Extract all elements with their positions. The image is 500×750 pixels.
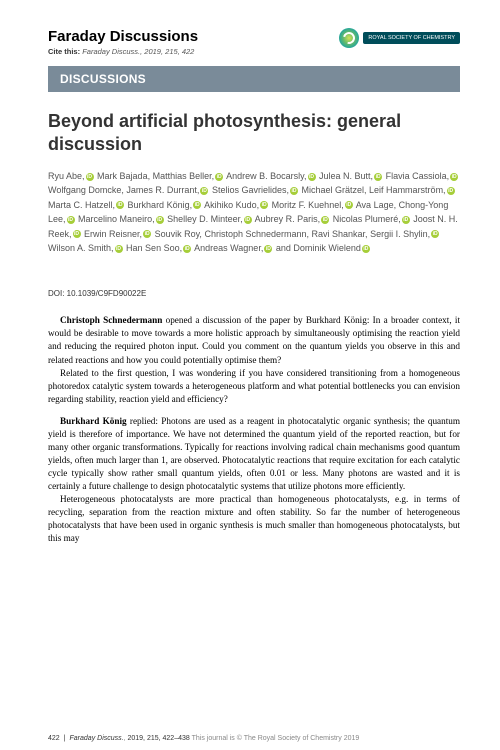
article-title: Beyond artificial photosynthesis: genera… [48,110,460,155]
author: Stelios Gavrielides, [212,185,289,195]
orcid-icon [116,201,124,209]
body-text: Christoph Schnedermann opened a discussi… [48,314,460,545]
author: Ryu Abe, [48,171,85,181]
orcid-icon [402,216,410,224]
orcid-icon [431,230,439,238]
page-footer: 422|Faraday Discuss., 2019, 215, 422–438… [0,735,500,742]
orcid-icon [73,230,81,238]
author: Andrew B. Bocarsly, [226,171,306,181]
author: Souvik Roy, [155,229,202,239]
author: Michael Grätzel, [302,185,367,195]
orcid-icon [183,245,191,253]
orcid-icon [244,216,252,224]
publisher-logo: ROYAL SOCIETY OF CHEMISTRY [339,28,460,48]
orcid-icon [308,173,316,181]
author: James R. Durrant, [126,185,199,195]
author: Andreas Wagner, [194,243,263,253]
orcid-icon [321,216,329,224]
orcid-icon [67,216,75,224]
author: Burkhard König, [128,200,193,210]
rsc-logo-text: ROYAL SOCIETY OF CHEMISTRY [363,32,460,44]
orcid-icon [143,230,151,238]
author: Ravi Shankar, [312,229,368,239]
author-list: Ryu Abe, Mark Bajada, Matthias Beller, A… [48,169,460,255]
orcid-icon [345,201,353,209]
author: Nicolas Plumeré, [333,214,401,224]
orcid-icon [156,216,164,224]
orcid-icon [362,245,370,253]
orcid-icon [374,173,382,181]
orcid-icon [447,187,455,195]
rsc-logo-icon [339,28,359,48]
author: Mark Bajada, [97,171,150,181]
doi: DOI: 10.1039/C9FD90022E [48,289,460,298]
author: Matthias Beller, [153,171,215,181]
author: Leif Hammarström, [369,185,446,195]
journal-title: Faraday Discussions [48,28,198,45]
cite-line: Cite this: Faraday Discuss., 2019, 215, … [48,47,198,56]
author: Shelley D. Minteer, [167,214,243,224]
author: Aubrey R. Paris, [255,214,321,224]
author: Erwin Reisner, [84,229,142,239]
orcid-icon [200,187,208,195]
orcid-icon [215,173,223,181]
orcid-icon [115,245,123,253]
author: Marta C. Hatzell, [48,200,115,210]
author: Sergii I. Shylin, [370,229,430,239]
orcid-icon [450,173,458,181]
author: Wilson A. Smith, [48,243,114,253]
author: Marcelino Maneiro, [78,214,155,224]
author: Moritz F. Kuehnel, [272,200,344,210]
author: Julea N. Butt, [319,171,373,181]
author: and Dominik Wielend [276,243,361,253]
author: Wolfgang Domcke, [48,185,124,195]
orcid-icon [86,173,94,181]
orcid-icon [193,201,201,209]
section-label: DISCUSSIONS [48,66,460,92]
orcid-icon [260,201,268,209]
author: Flavia Cassiola, [386,171,450,181]
orcid-icon [290,187,298,195]
author: Akihiko Kudo, [204,200,259,210]
author: Han Sen Soo, [126,243,182,253]
author: Ava Lage, [356,200,396,210]
orcid-icon [264,245,272,253]
author: Christoph Schnedermann, [204,229,309,239]
